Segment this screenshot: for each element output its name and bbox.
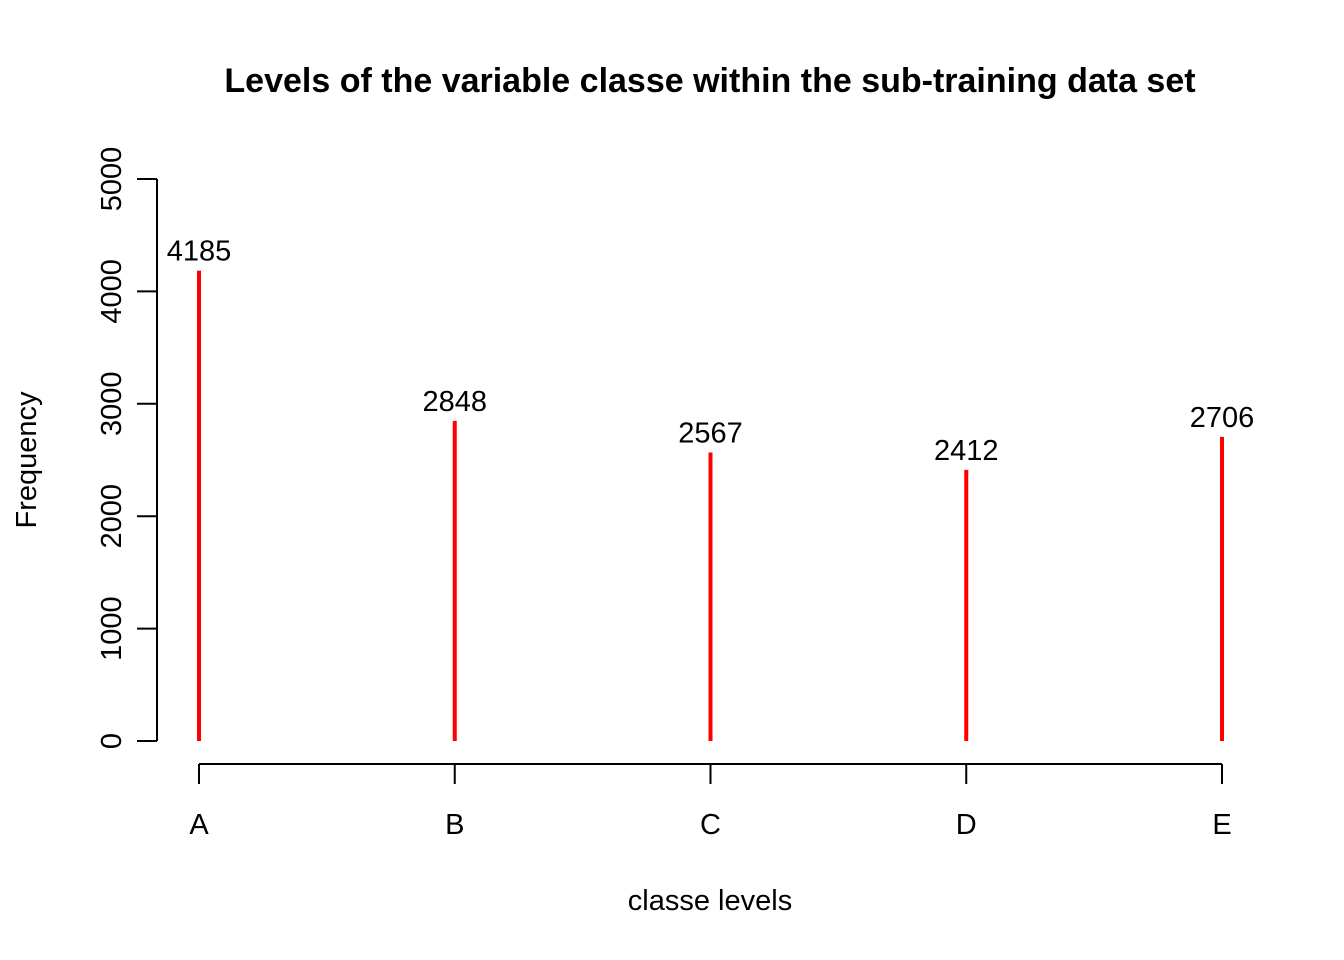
y-tick-label: 2000 (96, 484, 128, 549)
y-tick-label: 3000 (96, 372, 128, 437)
y-tick-label: 1000 (96, 596, 128, 661)
x-axis: A B C D E (189, 763, 1232, 841)
data-label-e: 2706 (1190, 402, 1255, 434)
y-tick-label: 5000 (96, 147, 128, 212)
y-tick-label: 4000 (96, 259, 128, 324)
data-label-a: 4185 (167, 236, 232, 268)
bars-group (197, 270, 1224, 741)
data-label-d: 2412 (934, 435, 999, 467)
x-tick-label: B (445, 809, 464, 841)
y-axis: 0 1000 2000 3000 4000 5000 (96, 147, 158, 749)
data-label-b: 2848 (422, 386, 487, 418)
x-tick-label: E (1212, 809, 1231, 841)
x-tick-label: C (700, 809, 721, 841)
y-axis-label: Frequency (11, 391, 43, 529)
data-labels-group: 4185 2848 2567 2412 2706 (167, 236, 1255, 467)
x-tick-label: A (189, 809, 209, 841)
chart-title: Levels of the variable classe within the… (224, 62, 1195, 100)
x-axis-label: classe levels (628, 885, 792, 917)
x-tick-label: D (956, 809, 977, 841)
data-label-c: 2567 (678, 417, 743, 449)
y-tick-label: 0 (96, 733, 128, 749)
